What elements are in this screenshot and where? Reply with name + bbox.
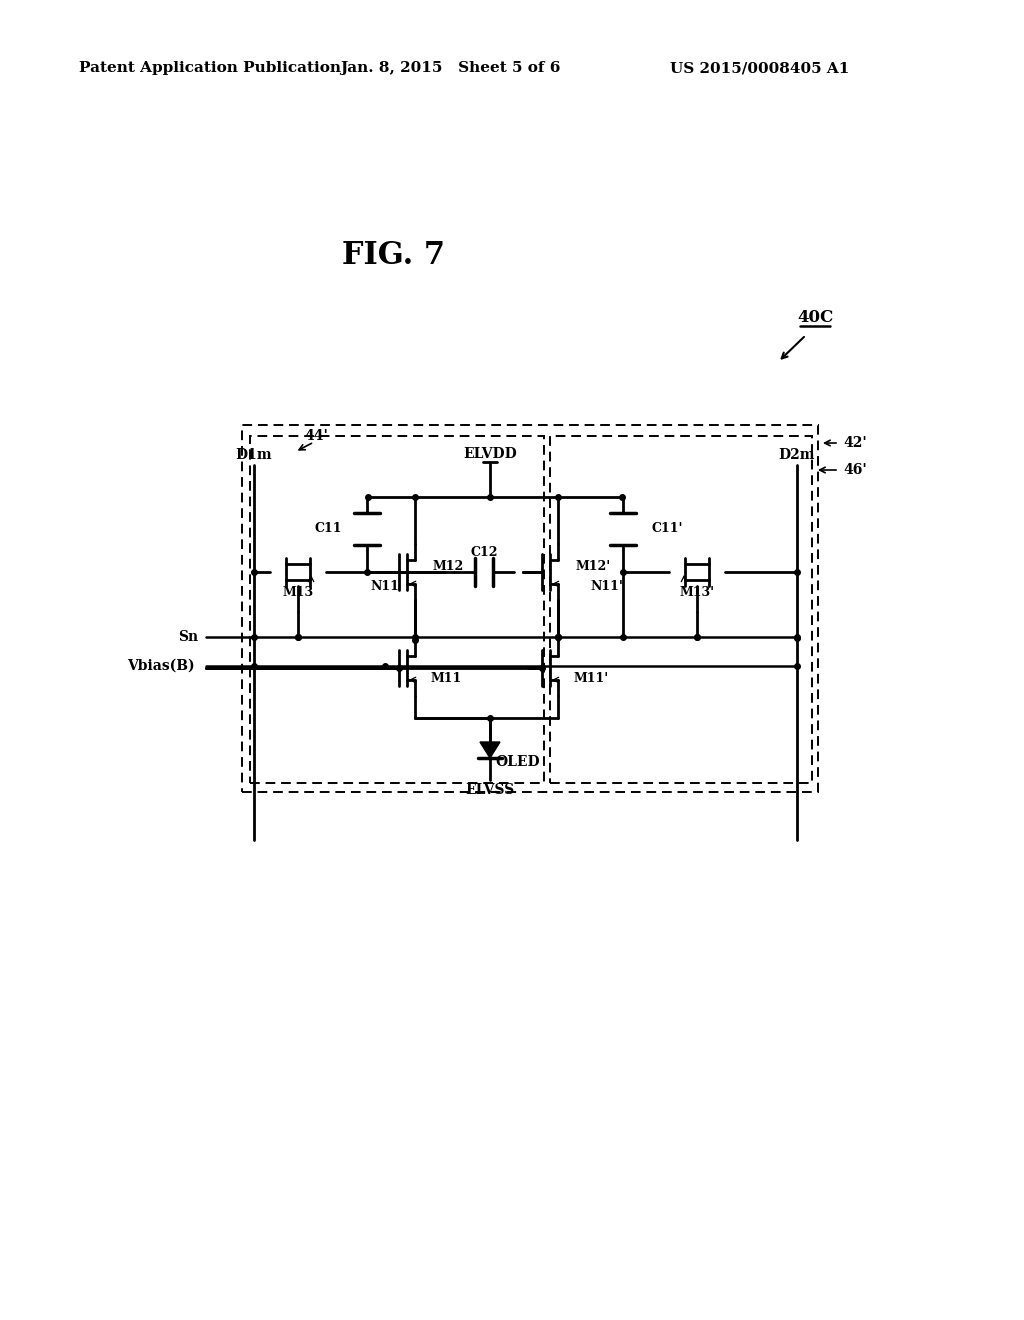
Text: M11': M11' — [574, 672, 609, 685]
Text: ELVDD: ELVDD — [463, 447, 517, 461]
Text: M12': M12' — [575, 561, 611, 573]
Text: N11: N11 — [371, 581, 399, 594]
Text: Jan. 8, 2015   Sheet 5 of 6: Jan. 8, 2015 Sheet 5 of 6 — [340, 61, 560, 75]
Text: D1m: D1m — [236, 447, 272, 462]
Text: C11: C11 — [314, 523, 342, 536]
Text: OLED: OLED — [495, 755, 540, 770]
Text: M11: M11 — [431, 672, 462, 685]
Bar — [550, 436, 812, 783]
Text: M13': M13' — [680, 586, 715, 598]
Text: FIG. 7: FIG. 7 — [341, 240, 444, 272]
Polygon shape — [480, 742, 500, 758]
Text: ELVSS: ELVSS — [465, 783, 515, 797]
Text: Vbias(B): Vbias(B) — [127, 659, 195, 673]
Text: Sn: Sn — [178, 630, 198, 644]
Text: 44': 44' — [304, 429, 328, 444]
Text: C11': C11' — [652, 523, 683, 536]
Text: N11': N11' — [591, 581, 624, 594]
Text: 46': 46' — [843, 463, 866, 477]
Bar — [250, 436, 544, 783]
Text: Patent Application Publication: Patent Application Publication — [79, 61, 341, 75]
Text: D2m: D2m — [778, 447, 815, 462]
Text: US 2015/0008405 A1: US 2015/0008405 A1 — [671, 61, 850, 75]
Text: 40C: 40C — [797, 309, 834, 326]
Text: C12: C12 — [470, 545, 498, 558]
Text: M13: M13 — [283, 586, 313, 598]
Bar — [242, 425, 818, 792]
Text: 42': 42' — [843, 436, 866, 450]
Text: M12: M12 — [433, 561, 464, 573]
